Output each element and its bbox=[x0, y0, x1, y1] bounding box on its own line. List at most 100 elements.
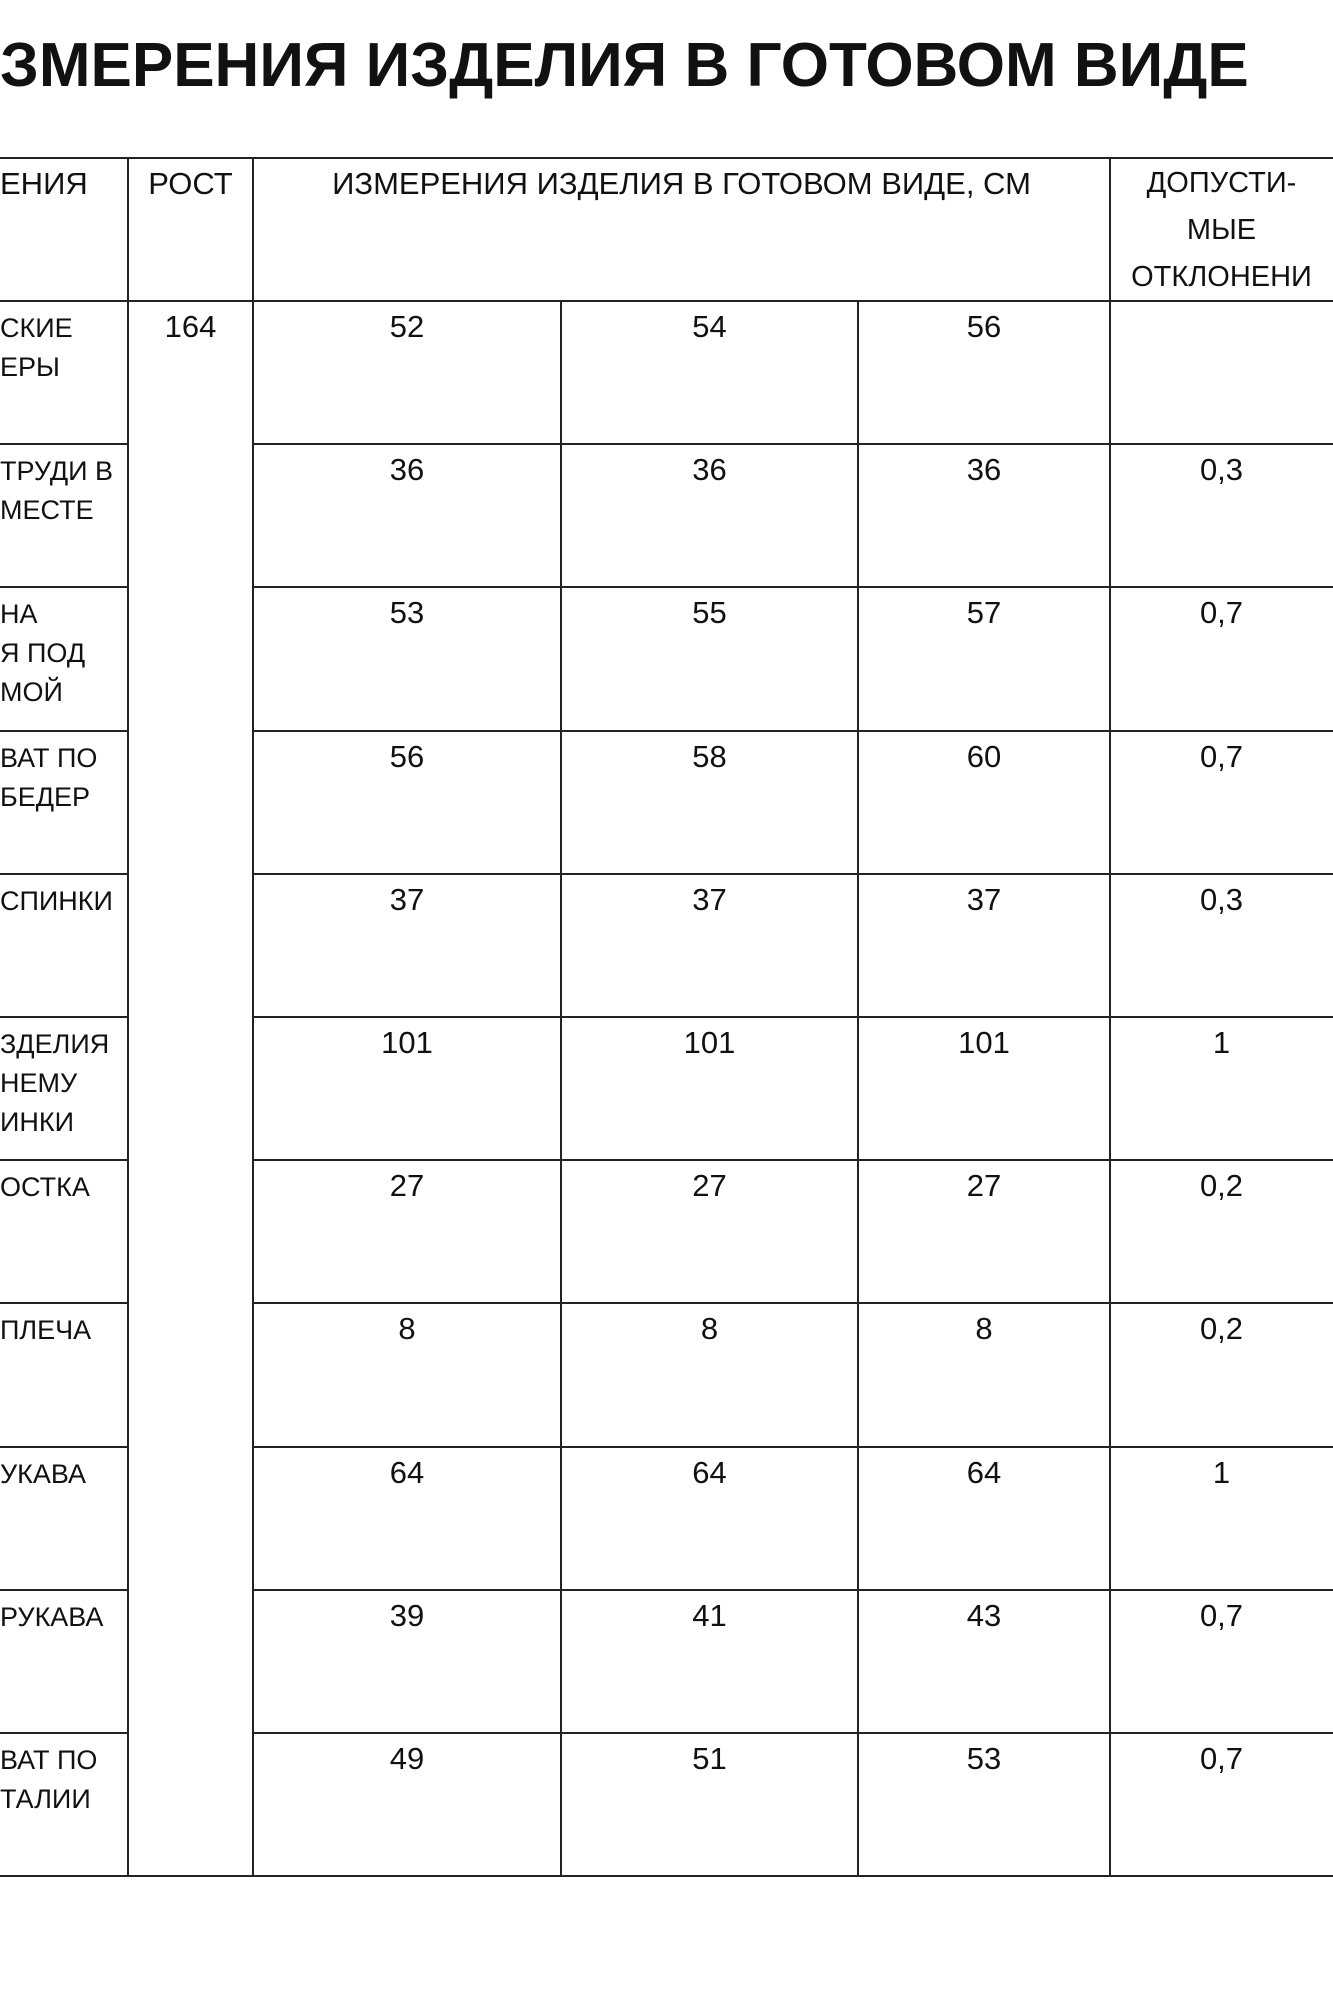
size-value: 37 bbox=[561, 874, 858, 1017]
tolerance-value-line: 0,7 bbox=[1199, 738, 1244, 774]
size-value-line: 37 bbox=[966, 881, 1002, 917]
tolerance-value bbox=[1110, 301, 1333, 444]
tolerance-value: 0,2 bbox=[1110, 1160, 1333, 1303]
row-label: ПЛЕЧА bbox=[0, 1303, 128, 1446]
column-divider bbox=[252, 158, 254, 1877]
column-divider bbox=[1109, 158, 1111, 1877]
size-value: 53 bbox=[858, 1733, 1110, 1876]
size-value-line: 56 bbox=[389, 738, 425, 774]
size-value: 54 bbox=[561, 301, 858, 444]
row-divider bbox=[253, 1732, 1333, 1734]
row-label: ВАТ ПО ТАЛИИ bbox=[0, 1733, 128, 1876]
size-value-line: 56 bbox=[966, 309, 1002, 344]
row-divider bbox=[253, 1302, 1333, 1305]
row-divider bbox=[253, 1016, 1333, 1018]
size-value: 51 bbox=[561, 1733, 858, 1876]
header-tolerance-line: МЫЕ bbox=[1186, 214, 1257, 246]
page-title: ЗМЕРЕНИЯ ИЗДЕЛИЯ В ГОТОВОМ ВИДЕ bbox=[0, 31, 1249, 100]
row-label-line: ЗДЕЛИЯ bbox=[0, 1029, 110, 1059]
size-value: 55 bbox=[561, 587, 858, 730]
row-divider bbox=[0, 1445, 128, 1448]
row-label: ТРУДИ В МЕСТЕ bbox=[0, 444, 128, 587]
size-value-line: 8 bbox=[700, 1311, 719, 1347]
size-value-line: 39 bbox=[389, 1597, 425, 1633]
size-value-line: 101 bbox=[683, 1025, 736, 1060]
size-value-line: 36 bbox=[389, 452, 425, 488]
row-divider bbox=[253, 443, 1333, 446]
size-value: 58 bbox=[561, 731, 858, 874]
tolerance-value: 0,2 bbox=[1110, 1303, 1333, 1446]
size-value: 39 bbox=[253, 1590, 561, 1733]
header-measurements: ИЗМЕРЕНИЯ ИЗДЕЛИЯ В ГОТОВОМ ВИДЕ, СМ bbox=[253, 158, 1110, 301]
size-value-line: 101 bbox=[381, 1025, 433, 1060]
size-value-line: 64 bbox=[692, 1454, 727, 1490]
row-divider bbox=[0, 586, 128, 589]
row-divider bbox=[0, 1016, 128, 1018]
row-divider bbox=[0, 729, 128, 732]
height-value: 164 bbox=[128, 301, 253, 444]
row-label: УКАВА bbox=[0, 1447, 128, 1590]
row-label-line: Я ПОД bbox=[0, 638, 86, 669]
size-value-line: 41 bbox=[692, 1597, 727, 1633]
header-name-line: ЕНИЯ bbox=[0, 166, 88, 201]
column-divider bbox=[857, 301, 859, 1877]
size-value: 56 bbox=[858, 301, 1110, 444]
size-value: 101 bbox=[858, 1017, 1110, 1160]
size-value: 8 bbox=[858, 1303, 1110, 1446]
height-value-line: 164 bbox=[164, 309, 217, 344]
size-value: 8 bbox=[253, 1303, 561, 1446]
size-value-line: 36 bbox=[692, 452, 727, 488]
size-value: 101 bbox=[253, 1017, 561, 1160]
header-tolerance-line: ОТКЛОНЕНИ bbox=[1131, 261, 1312, 293]
row-divider bbox=[253, 586, 1333, 589]
row-divider bbox=[0, 1732, 128, 1734]
row-label-line: РУКАВА bbox=[0, 1601, 104, 1632]
size-value-line: 36 bbox=[966, 452, 1002, 488]
size-value: 27 bbox=[561, 1160, 858, 1303]
row-divider bbox=[0, 157, 1333, 159]
size-value-line: 8 bbox=[975, 1311, 993, 1347]
size-value: 49 bbox=[253, 1733, 561, 1876]
size-value-line: 53 bbox=[966, 1741, 1002, 1776]
size-value-line: 64 bbox=[966, 1454, 1002, 1490]
size-value: 56 bbox=[253, 731, 561, 874]
size-value: 43 bbox=[858, 1590, 1110, 1733]
tolerance-value-line: 0,7 bbox=[1199, 595, 1244, 631]
size-value-line: 64 bbox=[389, 1454, 425, 1490]
tolerance-value-line: 0,7 bbox=[1199, 1741, 1244, 1776]
row-divider bbox=[0, 1302, 128, 1305]
size-value-line: 37 bbox=[692, 881, 727, 917]
column-divider bbox=[560, 301, 562, 1877]
header-tolerance-line: ДОПУСТИ- bbox=[1146, 167, 1297, 199]
header-height-line: РОСТ bbox=[148, 166, 233, 201]
size-value-line: 27 bbox=[692, 1168, 727, 1204]
size-value-line: 49 bbox=[389, 1741, 425, 1776]
tolerance-value: 1 bbox=[1110, 1447, 1333, 1590]
row-label-line: МЕСТЕ bbox=[0, 495, 94, 526]
size-value: 64 bbox=[561, 1447, 858, 1590]
tolerance-value: 1 bbox=[1110, 1017, 1333, 1160]
size-value-line: 43 bbox=[966, 1597, 1002, 1633]
row-label-line: БЕДЕР bbox=[0, 781, 91, 812]
header-height: РОСТ bbox=[128, 158, 253, 301]
row-divider bbox=[0, 1875, 1333, 1878]
tolerance-value: 0,7 bbox=[1110, 587, 1333, 730]
size-value: 36 bbox=[561, 444, 858, 587]
header-measurements-line: ИЗМЕРЕНИЯ ИЗДЕЛИЯ В ГОТОВОМ ВИДЕ, СМ bbox=[332, 166, 1031, 201]
tolerance-value: 0,3 bbox=[1110, 874, 1333, 1017]
tolerance-value-line: 0,2 bbox=[1199, 1311, 1244, 1347]
row-label: РУКАВА bbox=[0, 1590, 128, 1733]
size-value: 36 bbox=[858, 444, 1110, 587]
size-value: 64 bbox=[253, 1447, 561, 1590]
tolerance-value-line: 1 bbox=[1212, 1454, 1231, 1490]
size-value-line: 27 bbox=[389, 1168, 425, 1204]
row-divider bbox=[0, 872, 128, 875]
row-label: СКИЕ ЕРЫ bbox=[0, 301, 128, 444]
size-value: 41 bbox=[561, 1590, 858, 1733]
size-value: 27 bbox=[253, 1160, 561, 1303]
tolerance-value: 0,7 bbox=[1110, 1733, 1333, 1876]
row-divider bbox=[253, 1445, 1333, 1448]
row-label: ЗДЕЛИЯ НЕМУ ИНКИ bbox=[0, 1017, 128, 1160]
column-divider bbox=[127, 158, 129, 1877]
row-label: ВАТ ПО БЕДЕР bbox=[0, 731, 128, 874]
